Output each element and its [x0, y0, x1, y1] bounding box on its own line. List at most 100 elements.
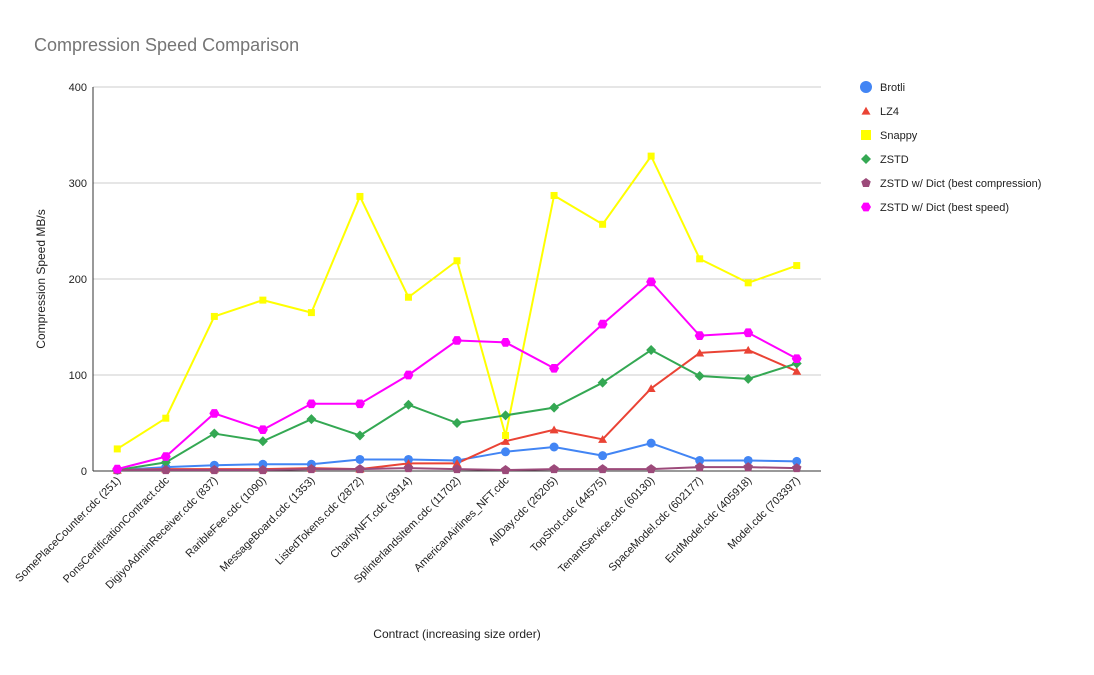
data-point-zstd	[549, 402, 560, 413]
data-point-zstd-w-dict-best-compression	[258, 465, 268, 475]
data-point-brotli	[598, 451, 608, 461]
data-point-zstd-w-dict-best-compression	[161, 465, 171, 475]
legend-item-zstd-w-dict-best-speed: ZSTD w/ Dict (best speed)	[861, 202, 1009, 214]
legend-item-zstd: ZSTD	[861, 154, 909, 166]
data-point-zstd-w-dict-best-compression	[403, 463, 414, 473]
x-tick-label: SpaceModel.cdc (602177)	[606, 475, 705, 574]
data-point-zstd-w-dict-best-compression	[743, 462, 753, 472]
data-point-zstd	[646, 345, 657, 356]
y-tick-label: 0	[81, 466, 87, 478]
legend-label: Snappy	[880, 130, 918, 142]
data-point-zstd	[500, 410, 511, 421]
data-point-snappy	[356, 192, 364, 200]
chart-title: Compression Speed Comparison	[34, 35, 300, 55]
data-point-zstd-w-dict-best-compression	[694, 462, 705, 472]
y-axis-label: Compression Speed MB/s	[34, 209, 48, 348]
data-point-snappy	[550, 191, 558, 199]
y-tick-label: 300	[69, 178, 87, 190]
data-point-zstd-w-dict-best-compression	[597, 464, 608, 474]
data-point-snappy	[307, 309, 315, 317]
data-point-zstd-w-dict-best-speed	[452, 336, 462, 345]
data-point-zstd-w-dict-best-speed	[597, 319, 608, 329]
data-point-brotli	[646, 438, 656, 448]
data-point-zstd	[743, 373, 754, 384]
data-point-zstd-w-dict-best-compression	[791, 463, 802, 473]
data-point-zstd-w-dict-best-speed	[743, 328, 754, 338]
data-point-zstd-w-dict-best-compression	[646, 464, 656, 474]
legend-marker-zstd-w-dict-best-speed	[861, 202, 871, 212]
legend-label: Brotli	[880, 82, 905, 94]
legend-marker-zstd	[861, 154, 871, 164]
data-point-zstd-w-dict-best-compression	[306, 464, 317, 474]
series-markers	[112, 152, 802, 476]
legend-item-lz4: LZ4	[861, 106, 899, 118]
y-tick-label: 200	[69, 274, 87, 286]
data-point-snappy	[453, 257, 461, 265]
legend-item-snappy: Snappy	[861, 130, 918, 142]
y-tick-label: 400	[69, 82, 87, 94]
data-point-snappy	[793, 262, 801, 270]
data-point-lz4	[501, 437, 511, 445]
data-point-zstd-w-dict-best-speed	[112, 464, 123, 474]
legend-marker-brotli	[860, 81, 872, 93]
data-point-zstd-w-dict-best-speed	[257, 425, 268, 435]
data-point-lz4	[598, 435, 608, 443]
x-tick-label: CharityNFT.cdc (3914)	[328, 475, 414, 561]
data-point-lz4	[743, 345, 753, 354]
data-point-snappy	[259, 296, 267, 304]
x-tick-label: EndModel.cdc (405918)	[663, 475, 754, 566]
legend-label: ZSTD	[880, 154, 909, 166]
data-point-brotli	[355, 454, 365, 464]
data-point-zstd	[354, 430, 365, 441]
data-point-zstd-w-dict-best-speed	[306, 399, 317, 409]
data-point-zstd-w-dict-best-compression	[549, 464, 559, 474]
data-point-lz4	[549, 425, 559, 434]
data-point-zstd	[694, 370, 705, 381]
data-point-zstd-w-dict-best-speed	[646, 277, 657, 287]
legend-marker-lz4	[861, 106, 871, 115]
data-point-brotli	[695, 455, 705, 465]
data-point-zstd	[452, 418, 462, 428]
x-tick-label: MessageBoard.cdc (1353)	[218, 475, 318, 575]
data-point-snappy	[696, 255, 704, 263]
legend-label: ZSTD w/ Dict (best compression)	[880, 178, 1041, 190]
data-point-brotli	[258, 459, 268, 469]
x-tick-label: AmericanAirlines_NFT.cdc	[412, 474, 512, 574]
data-point-zstd-w-dict-best-compression	[452, 464, 462, 474]
data-point-zstd-w-dict-best-speed	[209, 409, 220, 418]
legend-item-zstd-w-dict-best-compression: ZSTD w/ Dict (best compression)	[861, 178, 1041, 190]
data-point-snappy	[162, 414, 170, 422]
gridlines	[93, 86, 821, 376]
y-tick-labels: 0 100 200 300 400	[69, 82, 87, 478]
data-point-snappy	[404, 293, 412, 301]
data-point-zstd-w-dict-best-compression	[209, 465, 220, 475]
data-point-zstd-w-dict-best-speed	[500, 338, 511, 347]
data-point-zstd-w-dict-best-speed	[549, 363, 560, 373]
data-point-snappy	[599, 220, 607, 228]
data-point-brotli	[501, 447, 511, 457]
x-axis-label: Contract (increasing size order)	[373, 627, 540, 641]
data-point-snappy	[210, 312, 218, 320]
data-point-zstd	[209, 428, 220, 439]
data-point-snappy	[113, 445, 121, 453]
x-tick-label: RaribleFee.cdc (1090)	[184, 475, 269, 560]
series-line-snappy	[116, 155, 798, 450]
data-point-zstd	[403, 399, 414, 410]
legend-item-brotli: Brotli	[860, 81, 905, 94]
x-tick-label: SomePlaceCounter.cdc (251)	[13, 475, 123, 585]
data-point-lz4	[452, 459, 462, 467]
data-point-snappy	[744, 279, 752, 287]
data-point-zstd-w-dict-best-compression	[355, 464, 365, 474]
data-point-lz4	[792, 366, 802, 375]
x-tick-label: ListedTokens.cdc (2872)	[273, 475, 366, 568]
data-point-zstd-w-dict-best-speed	[354, 399, 365, 409]
legend-label: LZ4	[880, 106, 899, 118]
data-point-zstd-w-dict-best-speed	[694, 331, 705, 340]
legend-label: ZSTD w/ Dict (best speed)	[880, 202, 1009, 214]
data-point-snappy	[502, 431, 510, 439]
series-line-zstd	[117, 349, 798, 472]
data-point-lz4	[646, 384, 656, 393]
legend-marker-snappy	[861, 130, 871, 140]
data-point-zstd	[306, 414, 317, 425]
